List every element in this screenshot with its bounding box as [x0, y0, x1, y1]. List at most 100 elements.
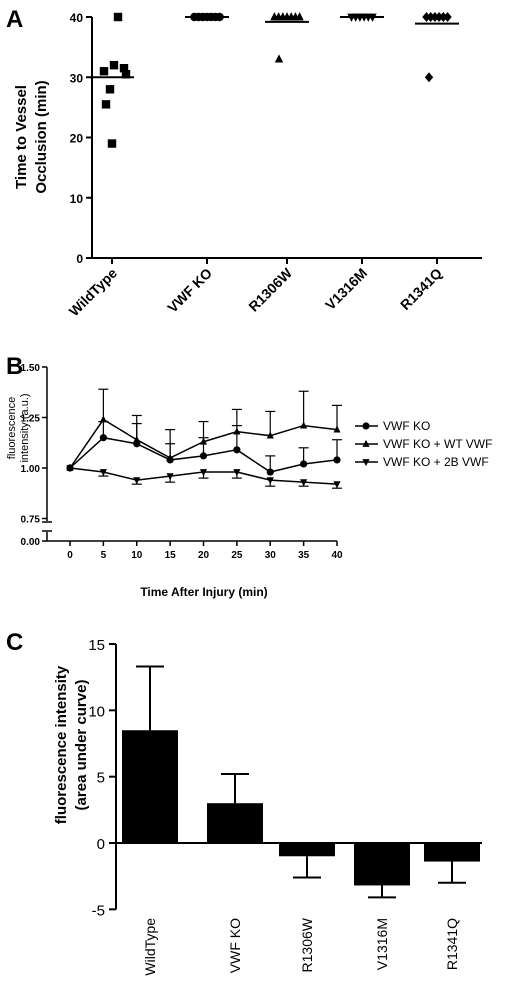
- panel-b-ylabel-line2: intensity (a.u.): [19, 393, 31, 462]
- panel-b-xlabel: Time After Injury (min): [140, 585, 267, 599]
- panel-b-y-tick-label: 1.25: [21, 414, 41, 425]
- panel-c-bar: [424, 843, 480, 862]
- panel-a-point: [99, 67, 109, 76]
- panel-c-y-tick-label: 0: [97, 836, 105, 853]
- panel-b-legend-label: VWF KO + WT VWF: [383, 437, 492, 451]
- panel-b-legend-label: VWF KO: [383, 419, 430, 433]
- panel-a: A Time to Vessel Occlusion (min) 0 10 20 30…: [6, 6, 482, 319]
- panel-b-point: [300, 421, 308, 429]
- panel-b-point: [266, 477, 274, 485]
- panel-b-point: [199, 437, 208, 445]
- panel-a-means: [90, 16, 459, 79]
- panel-a-point: [113, 12, 123, 22]
- panel-c-y-tick-label: -5: [92, 902, 105, 919]
- panel-a-point: [107, 139, 117, 148]
- panel-a-category-label: VWF KO: [164, 265, 215, 316]
- panel-a-point: [274, 54, 284, 63]
- panel-b-x-tick-label: 15: [165, 550, 177, 561]
- panel-a-y-tick-label: 40: [70, 11, 84, 25]
- panel-a-points: [99, 11, 452, 148]
- panel-c-bar: [354, 843, 410, 886]
- panel-a-point: [434, 11, 444, 23]
- panel-c-y-tick-label: 5: [97, 770, 105, 787]
- panel-b-point: [266, 431, 274, 439]
- panel-a-point: [121, 70, 131, 79]
- panel-b-legend-label: VWF KO + 2B VWF: [383, 455, 489, 469]
- panel-b-point: [99, 469, 107, 477]
- panel-b-point: [333, 456, 341, 464]
- panel-a-point: [119, 64, 129, 73]
- panel-b-point: [333, 481, 341, 489]
- panel-a-y-tick-label: 10: [70, 192, 84, 206]
- panel-a-point: [443, 11, 452, 23]
- panel-b-x-tick-label: 25: [231, 550, 243, 561]
- panel-c-bar: [122, 730, 178, 843]
- panel-b-x-tick-label: 30: [265, 550, 277, 561]
- panel-a-y-tick-label: 30: [70, 71, 84, 85]
- panel-a-category-label: V1316M: [322, 265, 370, 313]
- panel-a-point: [109, 61, 119, 70]
- panel-a-category-label: R1306W: [245, 264, 295, 314]
- panel-a-point: [101, 100, 111, 109]
- panel-b-point: [233, 427, 241, 435]
- panel-b-point: [199, 452, 208, 460]
- panel-c-ylabel-line2: (area under curve): [73, 680, 90, 811]
- panel-b-point: [333, 425, 341, 433]
- panel-b-point: [133, 435, 141, 443]
- panel-a-ylabel-line2: Occlusion (min): [33, 80, 50, 193]
- panel-b-x-tick-label: 40: [331, 550, 343, 561]
- panel-b-point: [66, 465, 74, 473]
- panel-b-x-tick-label: 35: [298, 550, 310, 561]
- panel-b-x-tick-label: 10: [131, 550, 143, 561]
- panel-b-legend-marker: [362, 422, 370, 430]
- panel-b-x-axis: 0 5 10 15 20 25 30 35 40: [47, 540, 343, 561]
- panel-b-point: [266, 468, 274, 476]
- panel-b-y-tick-label: 1.50: [21, 363, 41, 374]
- panel-a-point: [424, 72, 434, 83]
- panel-b-point: [133, 477, 141, 485]
- panel-b-y-axis: 0.75 1.00 1.25 1.50 0.00: [21, 363, 52, 548]
- panel-b-point: [199, 469, 208, 477]
- panel-a-x-axis: [92, 257, 482, 264]
- panel-b-point: [300, 460, 308, 468]
- panel-c-category-label: V1316M: [374, 918, 390, 970]
- panel-c-bar: [207, 803, 263, 843]
- panel-c-category-label: WildType: [142, 918, 158, 976]
- panel-b-point: [166, 453, 174, 461]
- panel-c: C fluorescence intensity (area under cur…: [6, 629, 482, 976]
- panel-c-category-labels: WildType VWF KO R1306W V1316M R1341Q: [142, 917, 460, 975]
- panel-b-legend-marker: [362, 439, 370, 447]
- panel-c-bars: [122, 665, 480, 899]
- panel-c-ylabel-line1: fluorescence intensity: [53, 665, 70, 824]
- panel-a-category-label: R1341Q: [397, 265, 445, 313]
- panel-a-y-axis: 0 10 20 30 40: [70, 11, 93, 266]
- panel-b-x-tick-label: 0: [67, 550, 73, 561]
- panel-b-point: [233, 446, 241, 454]
- panel-c-bar: [279, 843, 335, 857]
- panel-b-point: [99, 415, 107, 423]
- panel-c-y-tick-label: 15: [88, 637, 105, 654]
- panel-a-ylabel-line1: Time to Vessel: [13, 85, 30, 189]
- panel-b-ylabel-line1: fluorescence: [6, 397, 18, 459]
- panel-b: B fluorescence intensity (a.u.) 0.75 1.00…: [6, 353, 492, 599]
- panel-a-category-labels: WildType VWF KO R1306W V1316M R1341Q: [66, 264, 446, 319]
- panel-b-point: [99, 434, 107, 442]
- panel-c-category-label: R1306W: [299, 917, 315, 972]
- panel-b-legend-marker: [362, 459, 370, 467]
- panel-b-y-tick-label: 0.00: [21, 537, 41, 548]
- panel-b-x-tick-label: 20: [198, 550, 210, 561]
- panel-a-y-tick-label: 0: [76, 252, 83, 266]
- panel-a-point: [105, 85, 115, 94]
- panel-b-y-tick-label: 0.75: [21, 515, 41, 526]
- panel-a-point: [295, 12, 304, 21]
- panel-c-letter: C: [6, 629, 23, 656]
- panel-c-y-tick-label: 10: [88, 703, 105, 720]
- panel-b-x-tick-label: 5: [101, 550, 107, 561]
- panel-c-category-label: VWF KO: [227, 918, 243, 973]
- panel-b-y-tick-label: 1.00: [21, 464, 41, 475]
- panel-a-y-tick-label: 20: [70, 132, 84, 146]
- panel-b-point: [300, 479, 308, 487]
- panel-a-category-label: WildType: [66, 265, 121, 320]
- panel-b-point: [233, 469, 241, 477]
